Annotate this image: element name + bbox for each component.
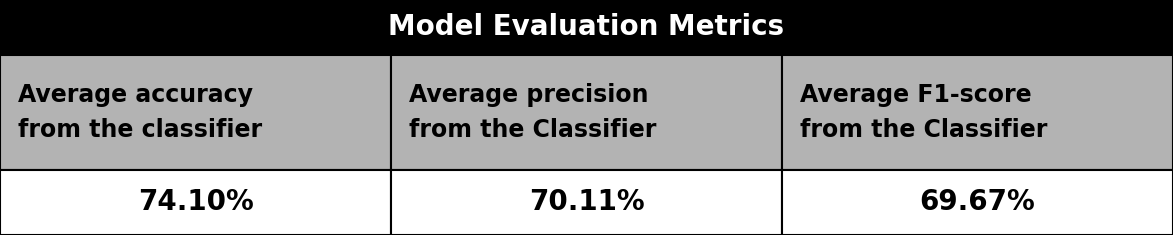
Bar: [0, 55, 391, 170]
Text: 69.67%: 69.67%: [920, 188, 1036, 216]
Bar: [0, 0, 1173, 55]
Bar: [782, 170, 1173, 235]
Text: 70.11%: 70.11%: [529, 188, 644, 216]
Text: Average precision
from the Classifier: Average precision from the Classifier: [408, 83, 656, 142]
Text: Average accuracy
from the classifier: Average accuracy from the classifier: [18, 83, 262, 142]
Bar: [391, 55, 782, 170]
Bar: [391, 170, 782, 235]
Bar: [0, 170, 391, 235]
Text: Average F1-score
from the Classifier: Average F1-score from the Classifier: [800, 83, 1047, 142]
Text: Model Evaluation Metrics: Model Evaluation Metrics: [388, 13, 785, 42]
Bar: [782, 55, 1173, 170]
Text: 74.10%: 74.10%: [137, 188, 253, 216]
